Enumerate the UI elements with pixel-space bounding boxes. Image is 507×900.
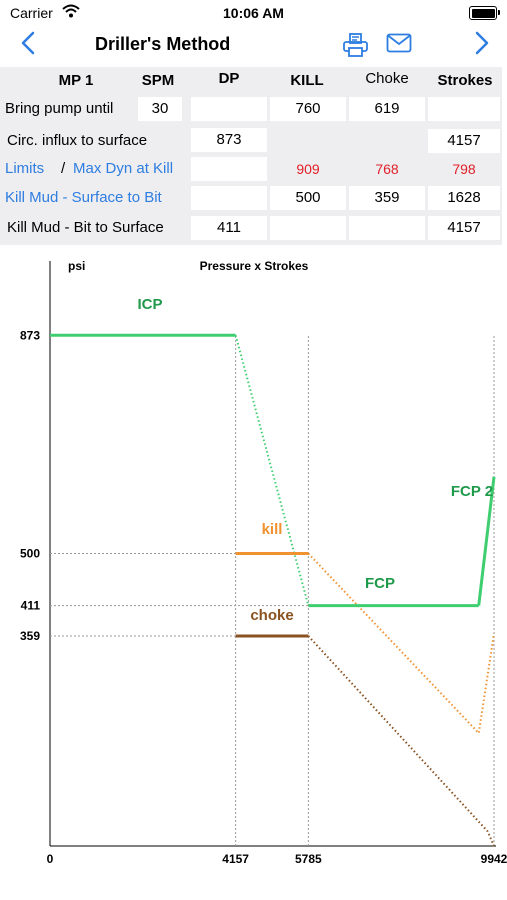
header-choke: Choke <box>365 70 409 87</box>
series-label-kill: kill <box>262 521 283 538</box>
series-label-fcp: FCP <box>365 575 395 592</box>
kill-bit-surface-choke-cell <box>349 216 425 240</box>
x-tick-label: 9942 <box>481 852 507 866</box>
series-line-fcp-2 <box>477 476 496 606</box>
bring-pump-kill-value: 760 <box>270 97 346 121</box>
limits-link[interactable]: Limits <box>5 160 45 177</box>
status-bar: Carrier 10:06 AM <box>0 0 507 26</box>
limits-dp-value: 909 <box>296 161 320 177</box>
series-label-fcp-2: FCP 2 <box>451 483 493 500</box>
limits-kill-value: 768 <box>375 161 399 177</box>
x-tick-label: 5785 <box>295 852 322 866</box>
nav-bar: Driller's Method <box>0 26 507 66</box>
kill-surface-bit-kill-value: 500 <box>270 186 346 210</box>
bring-pump-dp-field[interactable] <box>191 97 267 121</box>
limits-dp-cell <box>191 157 267 181</box>
limits-separator: / <box>61 160 66 177</box>
row-label-circ-influx: Circ. influx to surface <box>7 132 148 149</box>
dotted-series-kill <box>307 552 495 736</box>
bring-pump-choke-value: 619 <box>349 97 425 121</box>
series-label-choke: choke <box>250 607 293 624</box>
y-tick-label: 873 <box>20 328 40 342</box>
circ-influx-strokes-value: 4157 <box>428 129 500 153</box>
page-title: Driller's Method <box>95 34 231 54</box>
carrier-label: Carrier <box>10 5 53 21</box>
header-strokes: Strokes <box>437 72 493 89</box>
series-label-icp: ICP <box>137 296 162 313</box>
clock: 10:06 AM <box>223 5 284 21</box>
max-dyn-at-kill-link[interactable]: Max Dyn at Kill <box>73 160 174 177</box>
spm-field[interactable]: 30 <box>138 97 182 121</box>
kill-surface-bit-choke-value: 359 <box>349 186 425 210</box>
circ-influx-dp-value[interactable]: 873 <box>191 128 267 152</box>
kill-bit-surface-dp-value[interactable]: 411 <box>191 216 267 240</box>
kill-bit-surface-kill-cell <box>270 216 346 240</box>
row-label-kill-bit-surface: Kill Mud - Bit to Surface <box>7 219 164 236</box>
y-tick-label: 411 <box>21 599 41 613</box>
bring-pump-strokes-field <box>428 97 500 121</box>
header-spm: SPM <box>141 72 175 89</box>
wifi-icon <box>62 4 80 23</box>
pressure-strokes-chart: 0 4157 5785 9942 873 500 411 359 psi Pressure x S… <box>20 259 507 866</box>
y-tick-label: 359 <box>20 629 40 643</box>
kill-bit-surface-strokes-value: 4157 <box>428 216 500 240</box>
kill-mud-surface-to-bit-link[interactable]: Kill Mud - Surface to Bit <box>5 189 162 206</box>
y-tick-label: 500 <box>20 547 40 561</box>
x-tick-label: 0 <box>47 852 54 866</box>
forward-chevron-icon[interactable] <box>474 30 490 61</box>
kill-surface-bit-strokes-value: 1628 <box>428 186 500 210</box>
battery-icon <box>469 6 500 20</box>
print-icon[interactable] <box>342 32 370 63</box>
chart-title: Pressure x Strokes <box>200 259 309 273</box>
row-label-bring-pump: Bring pump until <box>5 100 114 117</box>
drillers-method-table: MP 1 SPM DP KILL Choke Strokes Bring pum… <box>0 67 502 245</box>
y-axis-label: psi <box>68 259 85 273</box>
header-dp: DP <box>218 70 240 87</box>
header-mp: MP 1 <box>58 72 94 89</box>
back-chevron-icon[interactable] <box>20 30 36 61</box>
limits-choke-value: 798 <box>452 161 476 177</box>
dotted-series-choke <box>307 635 495 847</box>
header-kill: KILL <box>290 72 324 89</box>
mail-icon[interactable] <box>386 33 412 58</box>
kill-surface-bit-dp-cell <box>191 186 267 210</box>
dotted-series-icp <box>234 335 310 606</box>
x-tick-label: 4157 <box>222 852 249 866</box>
